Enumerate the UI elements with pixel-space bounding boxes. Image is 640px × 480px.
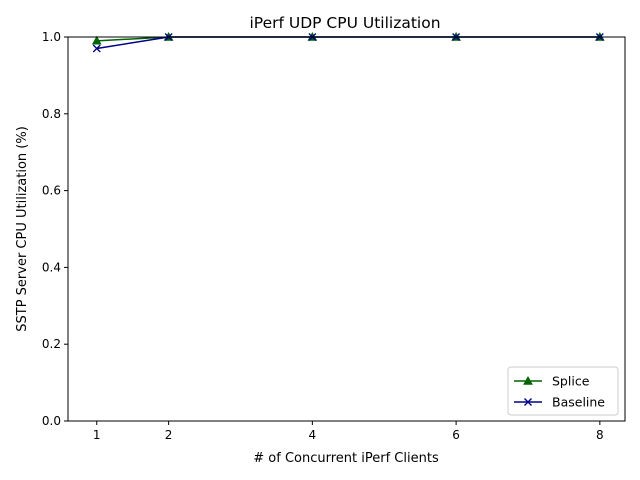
data-point xyxy=(91,35,102,45)
legend-item-baseline: Baseline xyxy=(514,395,605,410)
x-axis-label: # of Concurrent iPerf Clients xyxy=(253,451,439,466)
y-tick-label: 0.0 xyxy=(42,414,61,428)
x-axis-ticks: 1 2 4 6 8 xyxy=(93,421,604,442)
plot-background xyxy=(68,37,625,421)
y-tick-label: 0.8 xyxy=(42,107,61,121)
legend-item-splice: Splice xyxy=(514,374,590,389)
chart-title: iPerf UDP CPU Utilization xyxy=(249,14,440,32)
x-tick-label: 1 xyxy=(93,428,101,442)
x-tick-label: 2 xyxy=(165,428,173,442)
x-tick-label: 6 xyxy=(452,428,460,442)
data-point xyxy=(92,44,101,53)
y-axis-ticks: 0.0 0.2 0.4 0.6 0.8 1.0 xyxy=(42,30,68,428)
y-axis-label: SSTP Server CPU Utilization (%) xyxy=(15,126,30,332)
legend-box xyxy=(507,366,619,416)
axes-border xyxy=(67,36,626,422)
y-tick-label: 0.4 xyxy=(42,260,61,274)
legend-label: Splice xyxy=(552,374,590,389)
plot-area xyxy=(68,37,625,421)
y-tick-label: 1.0 xyxy=(42,30,61,44)
axes-frame xyxy=(67,36,626,422)
x-tick-label: 4 xyxy=(309,428,317,442)
legend: Splice Baseline xyxy=(507,366,619,416)
y-tick-label: 0.2 xyxy=(42,337,61,351)
y-tick-label: 0.6 xyxy=(42,184,61,198)
legend-marker xyxy=(524,398,532,406)
x-tick-label: 8 xyxy=(596,428,604,442)
legend-label: Baseline xyxy=(552,395,605,410)
legend-marker xyxy=(523,375,533,385)
